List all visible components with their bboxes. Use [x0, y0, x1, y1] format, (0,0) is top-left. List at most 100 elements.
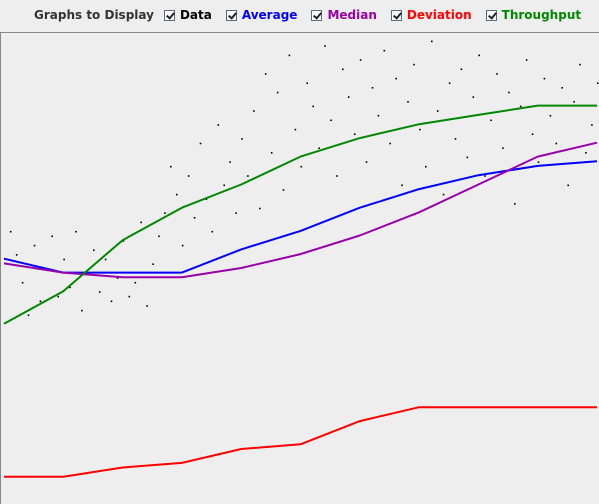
data-point: [241, 138, 243, 140]
data-point: [377, 114, 380, 117]
series-lines: [3, 104, 598, 478]
data-point: [442, 193, 445, 196]
checkbox-deviation-box[interactable]: [390, 9, 402, 21]
data-point: [448, 82, 451, 84]
data-point: [466, 156, 469, 159]
data-point: [217, 124, 220, 126]
data-point: [484, 175, 486, 177]
data-point: [75, 230, 77, 233]
data-point: [573, 101, 575, 103]
data-point: [431, 40, 433, 43]
data-point: [235, 212, 237, 214]
data-point: [318, 147, 320, 149]
data-point: [170, 165, 172, 168]
data-point: [519, 105, 522, 108]
checkbox-data[interactable]: Data: [163, 8, 212, 22]
data-point: [365, 161, 368, 163]
data-point: [176, 193, 178, 196]
data-point: [211, 230, 214, 233]
data-point: [294, 128, 297, 131]
checkbox-median-box[interactable]: [311, 9, 323, 21]
data-point: [419, 128, 421, 131]
data-point: [110, 300, 113, 303]
checkbox-data-label: Data: [179, 8, 212, 22]
data-point: [537, 161, 540, 163]
data-point: [15, 254, 18, 256]
data-point: [27, 314, 30, 316]
data-point: [300, 165, 303, 168]
data-point: [395, 77, 397, 80]
data-point: [152, 263, 154, 265]
data-point: [247, 175, 249, 177]
data-point: [508, 91, 510, 94]
data-point: [134, 281, 137, 284]
data-point: [181, 244, 184, 247]
data-point: [164, 212, 166, 214]
deviation-line: [4, 406, 597, 478]
data-point: [490, 119, 492, 122]
checkbox-throughput-box[interactable]: [485, 9, 497, 21]
data-point: [324, 45, 326, 47]
data-point: [199, 142, 202, 145]
data-point: [472, 96, 475, 98]
data-point: [454, 138, 457, 140]
checkbox-median[interactable]: Median: [311, 8, 377, 22]
data-point: [502, 147, 504, 149]
throughput-line: [3, 104, 597, 325]
checkbox-data-box[interactable]: [163, 9, 175, 21]
data-point: [98, 291, 101, 293]
data-point: [146, 305, 148, 307]
data-point: [270, 152, 273, 154]
data-point: [425, 165, 427, 168]
data-point: [549, 114, 552, 117]
data-point: [579, 63, 581, 66]
data-point: [223, 184, 225, 187]
data-point: [9, 230, 12, 233]
data-point: [229, 161, 231, 163]
data-point: [496, 73, 498, 75]
data-point: [253, 110, 255, 112]
data-point: [336, 175, 338, 177]
data-point: [158, 235, 160, 238]
data-point: [21, 281, 24, 284]
data-point: [81, 309, 83, 312]
data-point: [193, 217, 196, 219]
data-point: [33, 244, 36, 247]
checkbox-throughput[interactable]: Throughput: [485, 8, 581, 22]
graphs-toolbar: Graphs to Display Data Average Median De…: [0, 0, 599, 30]
data-point: [555, 142, 558, 145]
data-point: [347, 96, 350, 98]
data-point: [383, 49, 386, 52]
data-point: [122, 240, 125, 242]
data-point: [359, 59, 362, 61]
data-point: [413, 63, 415, 66]
data-point: [116, 277, 119, 279]
checkbox-deviation[interactable]: Deviation: [390, 8, 472, 22]
graph-panel: [0, 32, 599, 504]
data-point: [205, 198, 208, 200]
data-point: [276, 91, 279, 94]
data-point: [561, 87, 563, 89]
checkbox-average-label: Average: [241, 8, 298, 22]
data-point: [342, 68, 344, 71]
data-point: [407, 101, 409, 103]
data-point: [460, 68, 463, 71]
data-point: [104, 258, 107, 261]
data-point: [69, 286, 71, 289]
data-point: [389, 142, 391, 145]
data-point: [39, 300, 42, 303]
data-point: [514, 203, 516, 205]
data-point: [63, 258, 65, 261]
data-point: [288, 54, 291, 57]
results-graph: [0, 32, 599, 504]
data-point: [51, 235, 53, 238]
data-point: [597, 82, 599, 84]
data-point: [371, 87, 374, 89]
data-point: [330, 119, 332, 122]
data-point: [259, 207, 261, 210]
data-point: [312, 105, 314, 108]
checkbox-average[interactable]: Average: [225, 8, 298, 22]
checkbox-median-label: Median: [327, 8, 377, 22]
checkbox-average-box[interactable]: [225, 9, 237, 21]
data-point: [543, 77, 546, 80]
